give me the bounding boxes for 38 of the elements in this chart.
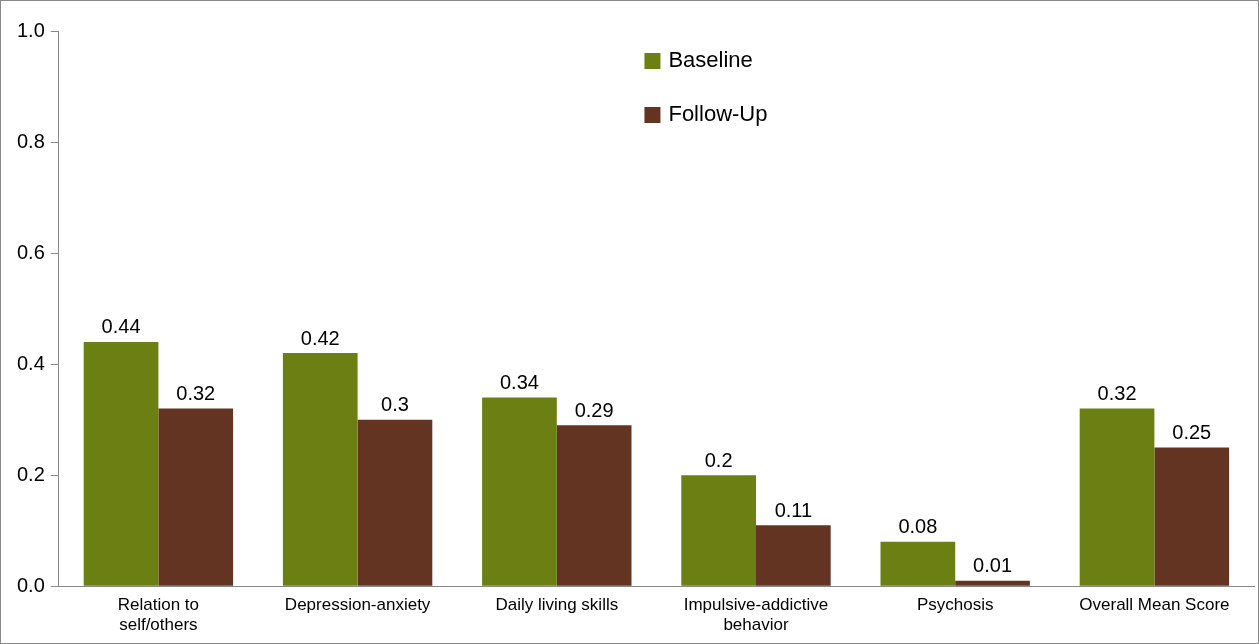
y-tick-label: 0.6 [16,240,45,263]
legend-label: Baseline [668,47,753,73]
data-label: 0.34 [499,370,539,393]
y-tick-label: 1.0 [16,18,45,41]
x-tick-label: Relation to self/others [117,595,200,635]
bar [1154,447,1230,586]
x-tick-label: Depression-anxiety [284,595,431,615]
data-label: 0.08 [898,515,938,538]
bar [158,408,234,586]
data-label: 0.01 [973,554,1013,577]
data-label: 0.11 [774,498,813,521]
legend-label: Follow-Up [668,101,768,127]
data-label: 0.32 [176,382,216,405]
data-label: 0.32 [1097,382,1137,405]
y-tick-label: 0.8 [16,129,45,152]
x-tick-label: Psychosis [916,595,994,615]
x-tick-label: Daily living skills [495,595,619,615]
bar [681,475,756,586]
bar [756,525,831,586]
bar [357,419,433,586]
bar [955,580,1030,586]
y-tick-label: 0.0 [16,573,45,596]
data-label: 0.2 [704,448,733,471]
y-tick-label: 0.4 [16,351,45,374]
bar [880,541,956,586]
bar [1079,408,1155,586]
data-label: 0.3 [381,393,409,416]
x-tick-label: Impulsive-addictive behavior [683,595,829,635]
bar [556,425,632,586]
bar [482,397,557,586]
y-tick-label: 0.2 [16,462,45,485]
bar [282,353,358,586]
data-label: 0.44 [101,315,141,338]
x-tick-label: Overall Mean Score [1079,595,1230,615]
bar [83,341,159,586]
data-label: 0.42 [300,326,340,349]
data-label: 0.25 [1172,420,1212,443]
data-label: 0.29 [574,398,614,421]
